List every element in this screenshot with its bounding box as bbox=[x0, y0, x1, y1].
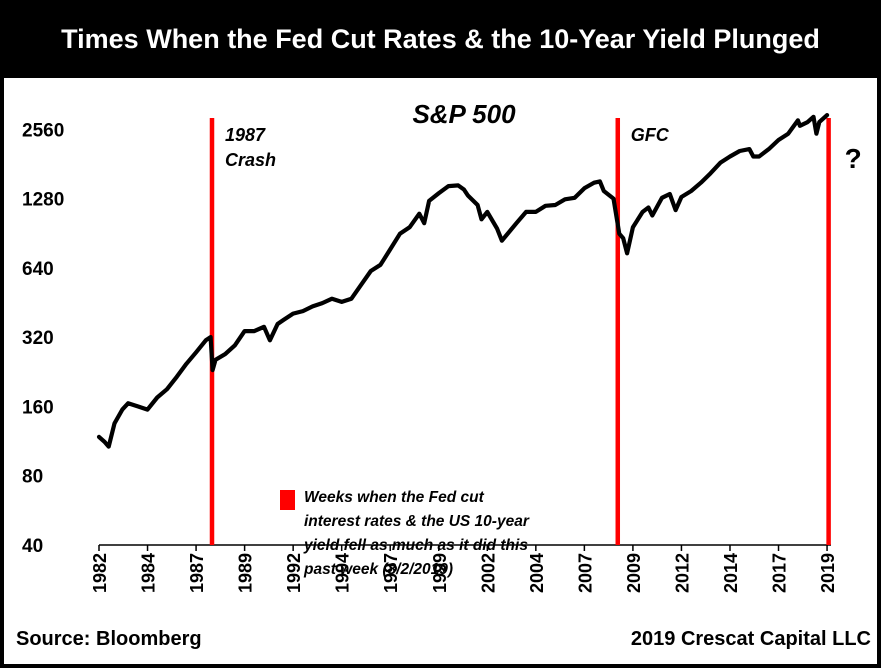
x-tick-label: 2017 bbox=[770, 553, 790, 593]
x-tick-label: 1997 bbox=[381, 553, 401, 593]
legend-text: Weeks when the Fed cut interest rates & … bbox=[304, 486, 594, 582]
legend-line: Weeks when the Fed cut bbox=[304, 489, 484, 506]
chart-title: S&P 500 bbox=[412, 99, 516, 129]
chart-title-bar: Times When the Fed Cut Rates & the 10-Ye… bbox=[0, 0, 881, 78]
legend-line: yield fell as much as it did this bbox=[304, 537, 528, 554]
credit-label: 2019 Crescat Capital LLC bbox=[630, 628, 871, 650]
y-tick-label: 160 bbox=[22, 397, 54, 418]
event-annotation: 1987 bbox=[225, 125, 266, 145]
event-annotation: Crash bbox=[225, 150, 276, 170]
event-annotation: GFC bbox=[631, 125, 670, 145]
y-tick-label: 2560 bbox=[22, 120, 64, 141]
x-tick-label: 2014 bbox=[721, 553, 741, 593]
x-tick-label: 1999 bbox=[430, 553, 450, 593]
y-tick-label: 1280 bbox=[22, 190, 64, 211]
x-tick-label: 2002 bbox=[478, 553, 498, 593]
x-tick-label: 1984 bbox=[139, 553, 159, 593]
sp500-series-line bbox=[96, 112, 830, 449]
legend-line: interest rates & the US 10-year bbox=[304, 513, 529, 530]
x-tick-label: 2007 bbox=[575, 553, 595, 593]
legend-line: past week (8/2/2019) bbox=[304, 561, 454, 578]
sp500-log-chart: S&P 500 40 80 160 320 640 1280 2560 1982 1984 1987… bbox=[22, 99, 862, 593]
x-tick-label: 1982 bbox=[90, 553, 110, 593]
x-tick-label: 1987 bbox=[187, 553, 207, 593]
question-mark: ? bbox=[845, 143, 862, 174]
page-title: Times When the Fed Cut Rates & the 10-Ye… bbox=[61, 23, 820, 54]
source-label: Source: Bloomberg bbox=[16, 628, 202, 650]
legend-swatch bbox=[280, 490, 295, 510]
x-tick-label: 2004 bbox=[527, 553, 547, 593]
chart-panel: S&P 500 40 80 160 320 640 1280 2560 1982 1984 1987… bbox=[4, 78, 877, 664]
y-tick-label: 320 bbox=[22, 328, 54, 349]
x-tick-label: 1994 bbox=[333, 553, 353, 593]
y-tick-label: 40 bbox=[22, 536, 43, 557]
x-tick-label: 1989 bbox=[236, 553, 256, 593]
x-tick-label: 2019 bbox=[818, 553, 838, 593]
x-tick-label: 1992 bbox=[284, 553, 304, 593]
y-tick-label: 640 bbox=[22, 259, 54, 280]
x-tick-label: 2009 bbox=[624, 553, 644, 593]
x-tick-label: 2012 bbox=[672, 553, 692, 593]
y-tick-label: 80 bbox=[22, 467, 43, 488]
